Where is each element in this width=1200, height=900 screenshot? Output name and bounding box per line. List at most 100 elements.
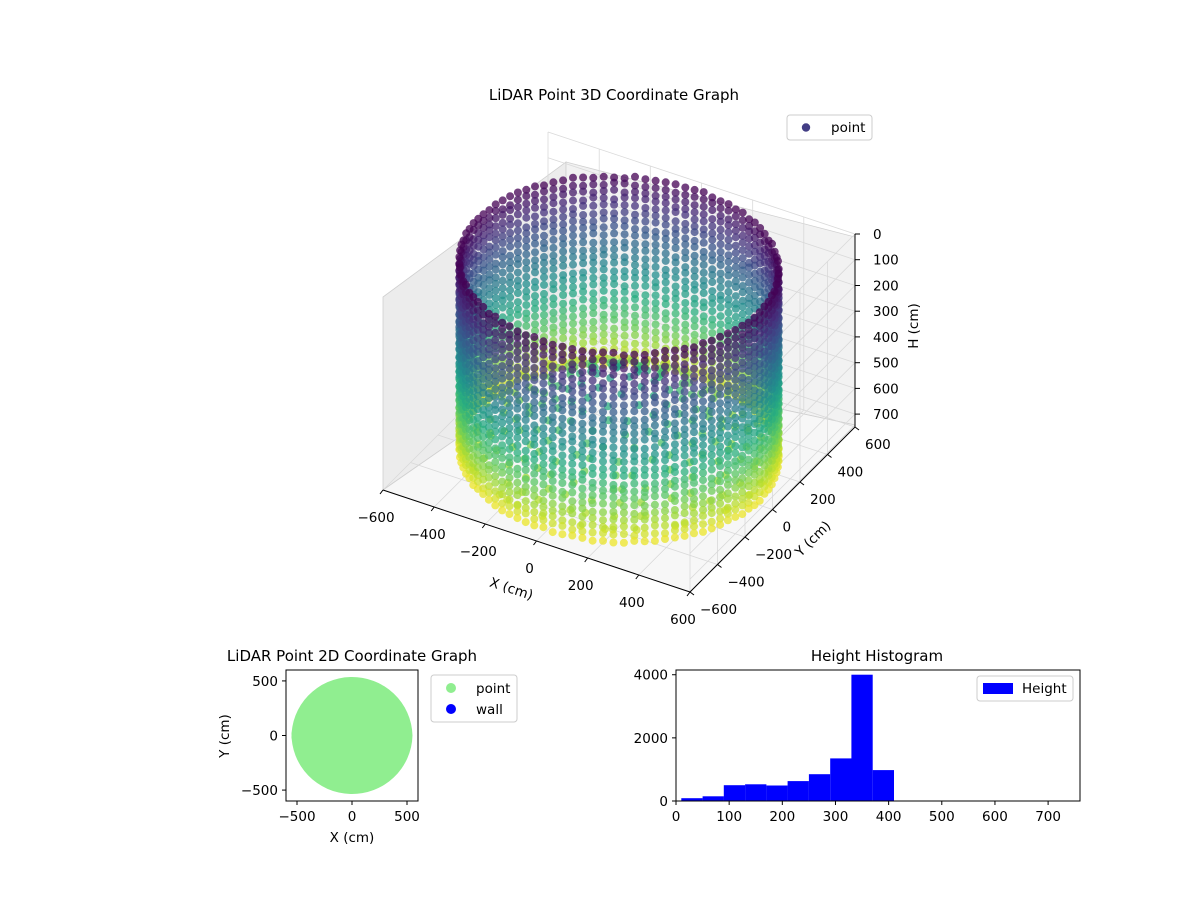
point-3d bbox=[731, 413, 740, 422]
histogram-bar bbox=[808, 774, 831, 801]
point-3d bbox=[619, 481, 628, 490]
point-3d bbox=[599, 427, 607, 436]
point-3d bbox=[630, 536, 639, 545]
point-3d bbox=[681, 240, 690, 249]
point-3d bbox=[716, 303, 725, 312]
point-3d bbox=[589, 193, 598, 202]
x-tick-label-3d: 200 bbox=[568, 578, 594, 594]
point-3d bbox=[640, 537, 649, 546]
point-3d bbox=[731, 512, 740, 521]
point-3d bbox=[738, 414, 747, 423]
point-3d bbox=[539, 424, 548, 433]
point-3d bbox=[558, 494, 567, 502]
point-3d bbox=[670, 410, 679, 419]
point-3d bbox=[579, 217, 588, 226]
point-3d bbox=[724, 215, 733, 224]
point-3d bbox=[690, 487, 698, 496]
point-3d bbox=[661, 354, 669, 363]
point-3d bbox=[723, 401, 732, 410]
point-3d bbox=[661, 390, 669, 399]
point-3d bbox=[505, 372, 514, 381]
point-3d bbox=[558, 487, 567, 496]
point-3d bbox=[716, 240, 725, 249]
point-3d bbox=[716, 383, 725, 392]
point-3d bbox=[699, 354, 707, 363]
point-3d bbox=[522, 243, 531, 251]
point-3d bbox=[671, 282, 680, 291]
point-3d bbox=[484, 465, 493, 474]
point-3d bbox=[530, 412, 539, 420]
point-3d bbox=[651, 240, 660, 249]
point-3d bbox=[708, 278, 717, 287]
point-3d bbox=[699, 505, 707, 514]
point-3d bbox=[723, 352, 732, 360]
point-3d bbox=[661, 256, 670, 265]
point-3d bbox=[588, 491, 597, 500]
point-3d bbox=[588, 390, 597, 399]
point-3d bbox=[521, 386, 530, 395]
point-3d bbox=[589, 258, 598, 267]
point-3d bbox=[498, 412, 507, 421]
point-3d bbox=[690, 201, 699, 210]
point-3d bbox=[651, 247, 660, 256]
point-3d bbox=[599, 436, 607, 445]
point-3d bbox=[513, 282, 522, 291]
point-3d bbox=[588, 398, 597, 407]
point-3d bbox=[620, 310, 629, 318]
point-3d bbox=[498, 432, 507, 441]
point-3d bbox=[579, 304, 588, 313]
point-3d bbox=[699, 195, 708, 204]
point-3d bbox=[549, 315, 558, 324]
point-3d bbox=[559, 198, 568, 207]
y-tick-label-3d: −600 bbox=[700, 602, 737, 618]
point-3d bbox=[707, 380, 716, 389]
point-3d bbox=[723, 329, 732, 338]
point-3d bbox=[589, 289, 598, 298]
point-3d bbox=[641, 225, 650, 234]
point-3d bbox=[484, 451, 493, 460]
point-3d bbox=[455, 253, 464, 261]
point-3d bbox=[559, 234, 568, 243]
point-3d bbox=[671, 302, 680, 311]
point-3d bbox=[548, 433, 557, 442]
point-3d bbox=[699, 276, 708, 285]
point-3d bbox=[641, 319, 650, 328]
point-3d bbox=[569, 253, 577, 262]
point-3d bbox=[505, 358, 514, 367]
point-3d bbox=[479, 397, 488, 406]
point-3d bbox=[558, 406, 567, 415]
point-3d bbox=[568, 497, 577, 506]
point-3d bbox=[548, 477, 557, 485]
point-3d bbox=[690, 251, 699, 260]
point-3d bbox=[540, 310, 548, 319]
point-3d bbox=[609, 500, 618, 509]
point-3d bbox=[619, 516, 628, 525]
point-3d bbox=[690, 472, 698, 481]
point-3d bbox=[588, 448, 597, 457]
point-3d bbox=[498, 210, 507, 219]
point-3d bbox=[723, 438, 732, 447]
point-3d bbox=[456, 246, 465, 255]
point-3d bbox=[620, 331, 629, 340]
point-3d bbox=[531, 239, 539, 248]
point-3d bbox=[559, 261, 568, 270]
point-3d bbox=[491, 312, 500, 321]
point-3d bbox=[513, 248, 522, 257]
point-3d bbox=[671, 208, 680, 216]
point-3d bbox=[731, 469, 740, 478]
point-3d bbox=[505, 488, 514, 497]
point-3d bbox=[738, 379, 747, 388]
point-3d bbox=[559, 313, 568, 322]
point-3d bbox=[548, 484, 557, 493]
point-3d bbox=[708, 329, 717, 337]
point-3d bbox=[588, 413, 597, 422]
point-3d bbox=[558, 502, 567, 511]
point-3d bbox=[530, 348, 539, 357]
point-3d bbox=[521, 353, 530, 361]
point-3d bbox=[558, 365, 567, 374]
point-3d bbox=[506, 258, 515, 267]
point-3d bbox=[680, 475, 689, 484]
point-3d bbox=[540, 244, 548, 253]
point-3d bbox=[589, 296, 598, 305]
point-3d bbox=[484, 445, 493, 454]
